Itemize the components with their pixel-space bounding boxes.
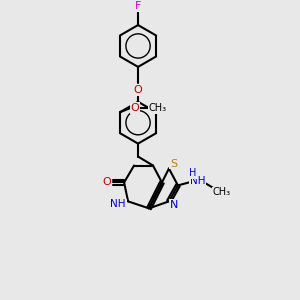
Text: N: N bbox=[170, 200, 178, 210]
Text: F: F bbox=[135, 1, 141, 11]
Text: NH: NH bbox=[110, 200, 126, 209]
Text: O: O bbox=[130, 103, 139, 113]
Text: O: O bbox=[134, 85, 142, 95]
Text: CH₃: CH₃ bbox=[213, 188, 231, 197]
Text: CH₃: CH₃ bbox=[149, 103, 167, 113]
Text: S: S bbox=[170, 158, 178, 169]
Text: O: O bbox=[103, 178, 112, 188]
Text: NH: NH bbox=[190, 176, 206, 187]
Text: H: H bbox=[189, 169, 196, 178]
